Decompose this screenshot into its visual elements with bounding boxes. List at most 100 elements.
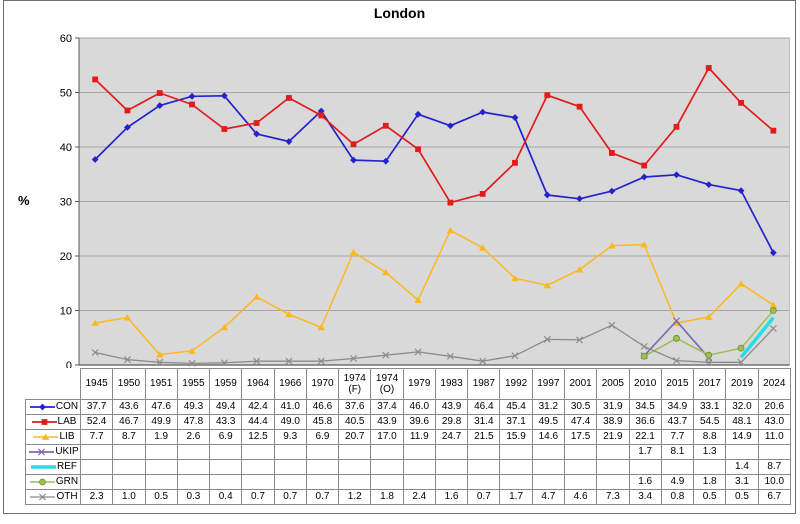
data-point-OTH: [705, 358, 713, 366]
value-cell: 7.7: [660, 429, 695, 445]
data-point-LIB: [123, 314, 132, 321]
value-cell: [402, 474, 436, 490]
value-cell: [402, 444, 436, 460]
series-GRN: [640, 307, 777, 360]
data-point-OTH: [446, 352, 454, 360]
legend-swatch-REF: [31, 465, 56, 469]
data-point-CON: [479, 108, 487, 116]
value-cell: [79, 444, 114, 460]
table-row-LIB: LIB 7.7 8.7 1.9 2.6 6.9 12.5 9.3 6.9 20.7 17.0 11.9…: [25, 429, 792, 445]
value-cell: 2.3: [79, 489, 114, 505]
y-axis-label: %: [18, 193, 30, 208]
value-cell: [596, 474, 630, 490]
value-cell: [176, 444, 211, 460]
year-header-cell: 2001: [563, 368, 598, 400]
value-cell: 37.6: [338, 399, 372, 415]
table-row-GRN: GRN 1.6 4.9 1.8 3.1 10.0: [25, 474, 792, 490]
series-CON: [91, 92, 777, 257]
series-line-CON: [94, 94, 775, 254]
value-cell: 6.7: [757, 489, 792, 505]
legend-swatch-OTH: [30, 493, 56, 501]
data-point-LIB: [672, 319, 681, 326]
value-cell: 52.4: [79, 414, 114, 430]
value-cell: [144, 444, 178, 460]
value-cell: 8.7: [757, 459, 792, 475]
value-cell: 41.0: [273, 399, 307, 415]
series-line-LAB: [94, 67, 774, 204]
y-tick-label: 50: [60, 88, 72, 100]
year-header-cell: 2005: [596, 368, 630, 400]
value-cell: 37.7: [79, 399, 114, 415]
data-point-OTH: [91, 348, 99, 356]
value-cell: 10.0: [757, 474, 792, 490]
data-point-LAB: [479, 190, 486, 197]
value-cell: [628, 459, 662, 475]
legend-swatch-LIB: [33, 433, 59, 440]
value-cell: [338, 459, 372, 475]
data-point-LAB: [447, 199, 454, 206]
value-cell: 31.2: [531, 399, 565, 415]
value-cell: 31.4: [467, 414, 501, 430]
data-point-LIB: [640, 241, 648, 248]
data-point-OTH: [414, 348, 422, 356]
year-header-cell: 1945: [79, 368, 114, 400]
year-header-cell: 1987: [467, 368, 501, 400]
data-point-GRN: [769, 307, 777, 314]
data-point-LAB: [738, 99, 744, 106]
legend-swatch-LAB: [31, 418, 57, 425]
series-REF: [739, 316, 775, 359]
data-table: 1945 1950 1951 1955 1959 1964 1966 1970 1974 (F)…: [25, 368, 792, 505]
value-cell: 33.1: [693, 399, 727, 415]
value-cell: [693, 459, 727, 475]
value-cell: 14.6: [531, 429, 565, 445]
value-cell: [467, 474, 501, 490]
data-point-LAB: [156, 90, 163, 96]
legend-cell-GRN: GRN: [25, 474, 81, 490]
value-cell: 9.3: [273, 429, 307, 445]
value-cell: 49.3: [176, 399, 211, 415]
data-point-CON: [769, 249, 777, 257]
value-cell: 46.0: [402, 399, 436, 415]
data-point-CON: [156, 102, 164, 109]
data-point-LAB: [221, 126, 228, 132]
series-label: UKIP: [55, 446, 79, 458]
data-point-OTH: [156, 358, 164, 366]
data-point-LIB: [769, 301, 778, 308]
value-cell: 40.5: [338, 414, 372, 430]
data-point-LIB: [188, 347, 196, 354]
legend-marker-LIB: [42, 433, 50, 440]
year-header-cell: 1979: [402, 368, 436, 400]
value-cell: 1.8: [370, 489, 404, 505]
value-cell: 6.9: [209, 429, 243, 445]
data-point-CON: [285, 138, 293, 145]
data-point-CON: [350, 156, 357, 164]
data-point-LAB: [286, 95, 292, 101]
data-point-OTH: [576, 336, 584, 344]
value-cell: 17.0: [370, 429, 404, 445]
data-point-OTH: [123, 356, 131, 364]
value-cell: [467, 444, 501, 460]
value-cell: [79, 459, 114, 475]
value-cell: 12.5: [241, 429, 275, 445]
value-cell: 3.1: [725, 474, 759, 490]
value-cell: [273, 474, 307, 490]
value-cell: [209, 459, 243, 475]
value-cell: 45.4: [499, 399, 533, 415]
data-point-OTH: [737, 358, 745, 366]
value-cell: [434, 474, 469, 490]
y-tick-label: 20: [60, 251, 72, 263]
year-header-cell: 1983: [434, 368, 469, 400]
value-cell: [112, 474, 146, 490]
value-cell: [563, 459, 598, 475]
series-line-OTH: [94, 324, 774, 365]
value-cell: 1.3: [693, 444, 727, 460]
value-cell: [370, 459, 404, 475]
y-tick-label: 40: [60, 142, 72, 154]
data-point-LAB: [608, 150, 615, 156]
legend-cell-REF: REF: [25, 459, 81, 475]
value-cell: [338, 444, 372, 460]
value-cell: 1.6: [628, 474, 662, 490]
value-cell: 20.7: [338, 429, 372, 445]
value-cell: [144, 474, 178, 490]
data-point-CON: [124, 123, 131, 131]
